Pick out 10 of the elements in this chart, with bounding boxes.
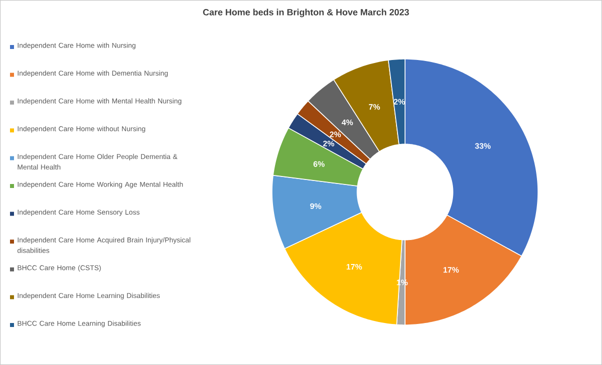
data-label: 6% — [314, 161, 325, 167]
data-label: 2% — [330, 132, 341, 138]
data-label: 4% — [342, 120, 353, 126]
data-label: 33% — [475, 143, 491, 149]
data-label: 17% — [444, 267, 459, 273]
data-label: 7% — [368, 104, 380, 110]
data-label: 17% — [346, 264, 362, 270]
data-label: 2% — [323, 140, 334, 146]
chart-title: Care Home beds in Brighton & Hove March 2023 — [203, 8, 409, 18]
data-label: 9% — [310, 203, 322, 209]
